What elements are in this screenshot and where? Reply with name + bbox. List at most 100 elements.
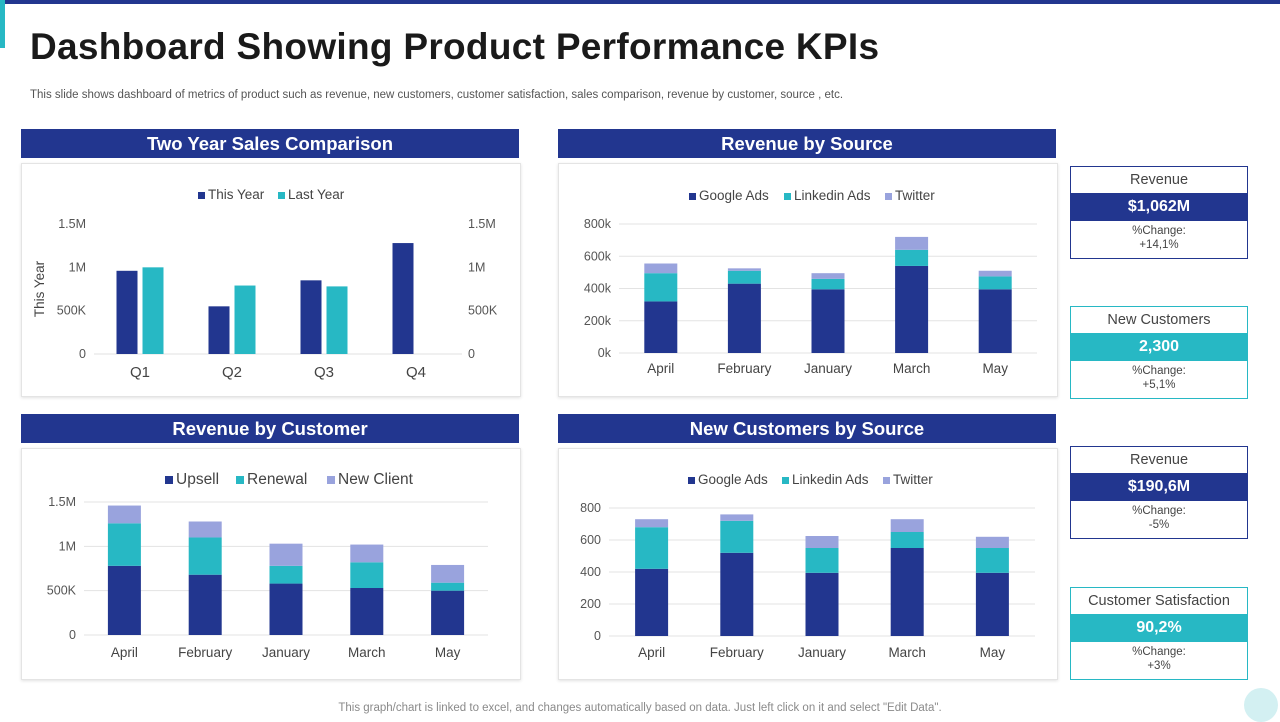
bar-upsell — [269, 583, 303, 635]
sales-comparison-chart[interactable]: 0 0 500K 500K 1M 1M 1.5M 1.5M This Year Q1 Q2 Q3 Q4 T… — [22, 164, 520, 396]
x-tick-label: April — [111, 645, 138, 660]
legend-label: New Client — [338, 471, 414, 488]
bar-google-ads — [895, 265, 929, 353]
bar-last-year — [142, 267, 164, 354]
bar-twitter — [805, 536, 839, 548]
bar-linkedin-ads — [727, 270, 761, 284]
bar-google-ads — [805, 572, 839, 636]
legend-label: This Year — [208, 187, 265, 202]
x-tick-label: January — [262, 645, 310, 660]
y-tick-label: 0 — [594, 629, 601, 643]
y-tick-label: 1.5M — [58, 217, 86, 231]
new-customers-by-source-header: New Customers by Source — [558, 414, 1056, 443]
legend-swatch — [883, 477, 890, 484]
new-customers-by-source-panel: 0 200 400 600 800 April February January March Ma… — [558, 448, 1058, 680]
bar-linkedin-ads — [805, 548, 839, 573]
bar-twitter — [895, 236, 929, 250]
x-tick-label: May — [982, 361, 1008, 376]
x-tick-label: Q1 — [130, 364, 150, 381]
revenue-by-source-chart[interactable]: 0k 200k 400k 600k 800k April February January Ma… — [559, 164, 1057, 396]
top-accent-bar — [0, 0, 1280, 4]
bar-renewal — [350, 562, 384, 589]
bar-upsell — [350, 588, 384, 635]
bar-linkedin-ads — [811, 278, 845, 290]
x-tick-label: March — [888, 645, 926, 660]
bar-this-year — [300, 280, 322, 354]
x-tick-label: April — [638, 645, 665, 660]
bar-renewal — [188, 537, 222, 575]
bar-renewal — [107, 523, 141, 566]
y-tick-label: 400k — [584, 282, 612, 296]
y-tick-label: 400 — [580, 565, 601, 579]
bar-twitter — [635, 519, 669, 528]
new-customers-by-source-chart[interactable]: 0 200 400 600 800 April February January March Ma… — [559, 449, 1057, 679]
kpi-card-revenue: Revenue $1,062M %Change: +14,1% — [1070, 166, 1248, 259]
x-tick-label: March — [348, 645, 386, 660]
kpi-value: $1,062M — [1071, 193, 1247, 221]
kpi-value: 2,300 — [1071, 333, 1247, 361]
x-tick-label: February — [178, 645, 232, 660]
bar-google-ads — [644, 301, 678, 353]
legend-label: Upsell — [176, 471, 219, 488]
legend-label: Twitter — [893, 472, 933, 487]
legend-label: Last Year — [288, 187, 345, 202]
kpi-label: New Customers — [1107, 312, 1211, 328]
bar-renewal — [269, 565, 303, 584]
bar-google-ads — [975, 572, 1009, 636]
legend-swatch — [236, 476, 244, 484]
revenue-by-customer-chart[interactable]: 0 500K 1M 1.5M April February January March May U… — [22, 449, 520, 679]
y-tick-label: 600 — [580, 533, 601, 547]
bar-upsell — [431, 590, 465, 635]
revenue-by-source-panel: 0k 200k 400k 600k 800k April February January Ma… — [558, 163, 1058, 397]
y-tick-label: 1M — [59, 539, 76, 553]
x-tick-label: May — [980, 645, 1006, 660]
x-tick-label: February — [710, 645, 764, 660]
kpi-change-value: -5% — [1148, 519, 1170, 531]
bar-google-ads — [720, 552, 754, 636]
bar-google-ads — [890, 548, 924, 636]
bar-renewal — [431, 582, 465, 591]
sales-comparison-panel: 0 0 500K 500K 1M 1M 1.5M 1.5M This Year Q1 Q2 Q3 Q4 T… — [21, 163, 521, 397]
footer-note: This graph/chart is linked to excel, and… — [338, 702, 942, 714]
y2-tick-label: 1.5M — [468, 217, 496, 231]
bar-linkedin-ads — [644, 273, 678, 302]
bar-google-ads — [727, 283, 761, 353]
bar-new-client — [188, 521, 222, 538]
bar-last-year — [234, 285, 256, 354]
kpi-value: 90,2% — [1071, 614, 1247, 642]
y2-tick-label: 1M — [468, 260, 485, 274]
revenue-by-source-header: Revenue by Source — [558, 129, 1056, 158]
bar-new-client — [107, 505, 141, 524]
x-tick-label: Q2 — [222, 364, 242, 381]
y-tick-label: 600k — [584, 249, 612, 263]
bar-linkedin-ads — [635, 527, 669, 569]
legend-label: Renewal — [247, 471, 307, 488]
bar-twitter — [644, 263, 678, 274]
y2-tick-label: 0 — [468, 347, 475, 361]
bar-linkedin-ads — [895, 249, 929, 266]
x-tick-label: Q3 — [314, 364, 334, 381]
kpi-change-label: %Change: — [1132, 505, 1186, 517]
y-tick-label: 200k — [584, 314, 612, 328]
legend-label: Google Ads — [699, 188, 769, 203]
legend-label: Linkedin Ads — [794, 188, 871, 203]
legend-swatch — [689, 193, 696, 200]
x-tick-label: February — [717, 361, 771, 376]
bar-linkedin-ads — [890, 532, 924, 548]
bar-google-ads — [635, 568, 669, 636]
bar-last-year — [326, 286, 348, 354]
revenue-by-customer-panel: 0 500K 1M 1.5M April February January March May U… — [21, 448, 521, 680]
y-tick-label: 1M — [69, 260, 86, 274]
kpi-change: %Change: -5% — [1071, 501, 1247, 538]
y-tick-label: 800 — [580, 501, 601, 515]
bar-new-client — [350, 544, 384, 563]
kpi-label: Revenue — [1129, 172, 1189, 188]
x-tick-label: March — [893, 361, 931, 376]
legend-swatch — [198, 192, 205, 199]
kpi-card-revenue-2: Revenue $190,6M %Change: -5% — [1070, 446, 1248, 539]
bar-google-ads — [978, 289, 1012, 353]
bar-new-client — [431, 564, 465, 583]
bar-google-ads — [811, 289, 845, 353]
decorative-circle — [1244, 688, 1278, 722]
y-tick-label: 200 — [580, 597, 601, 611]
